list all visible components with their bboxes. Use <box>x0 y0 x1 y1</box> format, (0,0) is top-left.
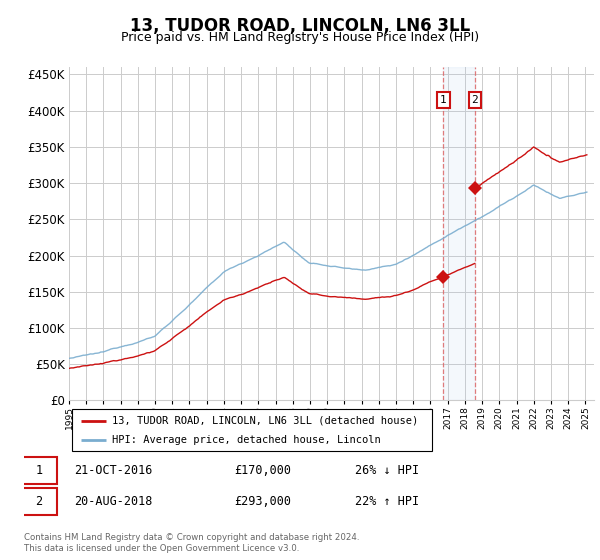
Text: 1: 1 <box>35 464 43 477</box>
FancyBboxPatch shape <box>21 488 57 515</box>
Text: 2: 2 <box>35 494 43 508</box>
Text: £293,000: £293,000 <box>234 494 291 508</box>
Text: 26% ↓ HPI: 26% ↓ HPI <box>355 464 419 477</box>
Text: HPI: Average price, detached house, Lincoln: HPI: Average price, detached house, Linc… <box>112 435 380 445</box>
Text: 2: 2 <box>472 95 478 105</box>
Text: 20-AUG-2018: 20-AUG-2018 <box>74 494 152 508</box>
Text: 13, TUDOR ROAD, LINCOLN, LN6 3LL (detached house): 13, TUDOR ROAD, LINCOLN, LN6 3LL (detach… <box>112 416 418 426</box>
Text: £170,000: £170,000 <box>234 464 291 477</box>
Text: Price paid vs. HM Land Registry's House Price Index (HPI): Price paid vs. HM Land Registry's House … <box>121 31 479 44</box>
Text: 1: 1 <box>440 95 447 105</box>
Text: 22% ↑ HPI: 22% ↑ HPI <box>355 494 419 508</box>
Bar <box>443 67 475 400</box>
FancyBboxPatch shape <box>72 409 432 451</box>
Text: Contains HM Land Registry data © Crown copyright and database right 2024.
This d: Contains HM Land Registry data © Crown c… <box>24 533 359 553</box>
FancyBboxPatch shape <box>21 457 57 484</box>
Text: 13, TUDOR ROAD, LINCOLN, LN6 3LL: 13, TUDOR ROAD, LINCOLN, LN6 3LL <box>130 17 470 35</box>
Text: 21-OCT-2016: 21-OCT-2016 <box>74 464 152 477</box>
